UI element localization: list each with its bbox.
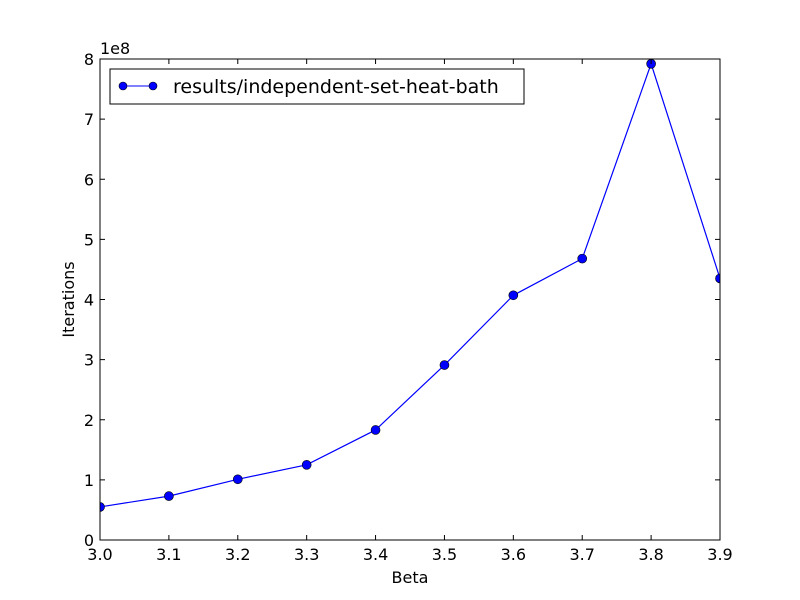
data-point [577, 253, 588, 264]
y-axis-label: Iterations [59, 261, 78, 337]
x-tick-label: 3.2 [225, 545, 250, 564]
x-axis-label: Beta [392, 568, 429, 587]
legend-marker [118, 81, 128, 91]
axis-ticks: 3.0 3.1 3.2 3.3 3.4 3.5 3.6 3.7 3.8 3.9 0 1 2 3 4 5 6 7 8 [84, 50, 733, 564]
y-tick-label: 3 [84, 351, 94, 370]
data-point [232, 474, 243, 485]
data-point [301, 460, 312, 470]
legend-box [109, 68, 525, 105]
data-point [164, 491, 174, 501]
data-point [508, 290, 519, 301]
data-point [370, 425, 381, 435]
y-tick-label: 4 [84, 291, 94, 310]
x-tick-label: 3.7 [569, 545, 594, 564]
legend-label: results/independent-set-heat-bath [173, 76, 499, 98]
data-point [100, 502, 105, 512]
plot-data-layer [100, 59, 720, 512]
legend: results/independent-set-heat-bath [109, 68, 525, 105]
series-group [100, 59, 720, 512]
series-line [100, 61, 720, 508]
y-tick-label: 6 [84, 170, 94, 189]
x-tick-label: 3.6 [501, 545, 526, 564]
y-tick-label: 0 [84, 531, 94, 550]
x-tick-label: 3.5 [432, 545, 457, 564]
x-tick-label: 3.1 [156, 545, 181, 564]
data-point [439, 360, 450, 370]
x-tick-label: 3.8 [638, 545, 663, 564]
legend-marker [148, 81, 158, 91]
x-tick-label: 3.4 [363, 545, 388, 564]
y-tick-label: 2 [84, 411, 94, 430]
y-tick-label: 1 [84, 471, 94, 490]
data-point [715, 273, 720, 284]
x-tick-label: 3.3 [294, 545, 319, 564]
y-tick-label: 7 [84, 110, 94, 129]
x-tick-label: 3.0 [87, 545, 112, 564]
y-tick-label: 8 [84, 50, 94, 69]
x-tick-label: 3.9 [707, 545, 732, 564]
y-axis-offset-label: 1e8 [100, 39, 130, 58]
y-tick-label: 5 [84, 230, 94, 249]
